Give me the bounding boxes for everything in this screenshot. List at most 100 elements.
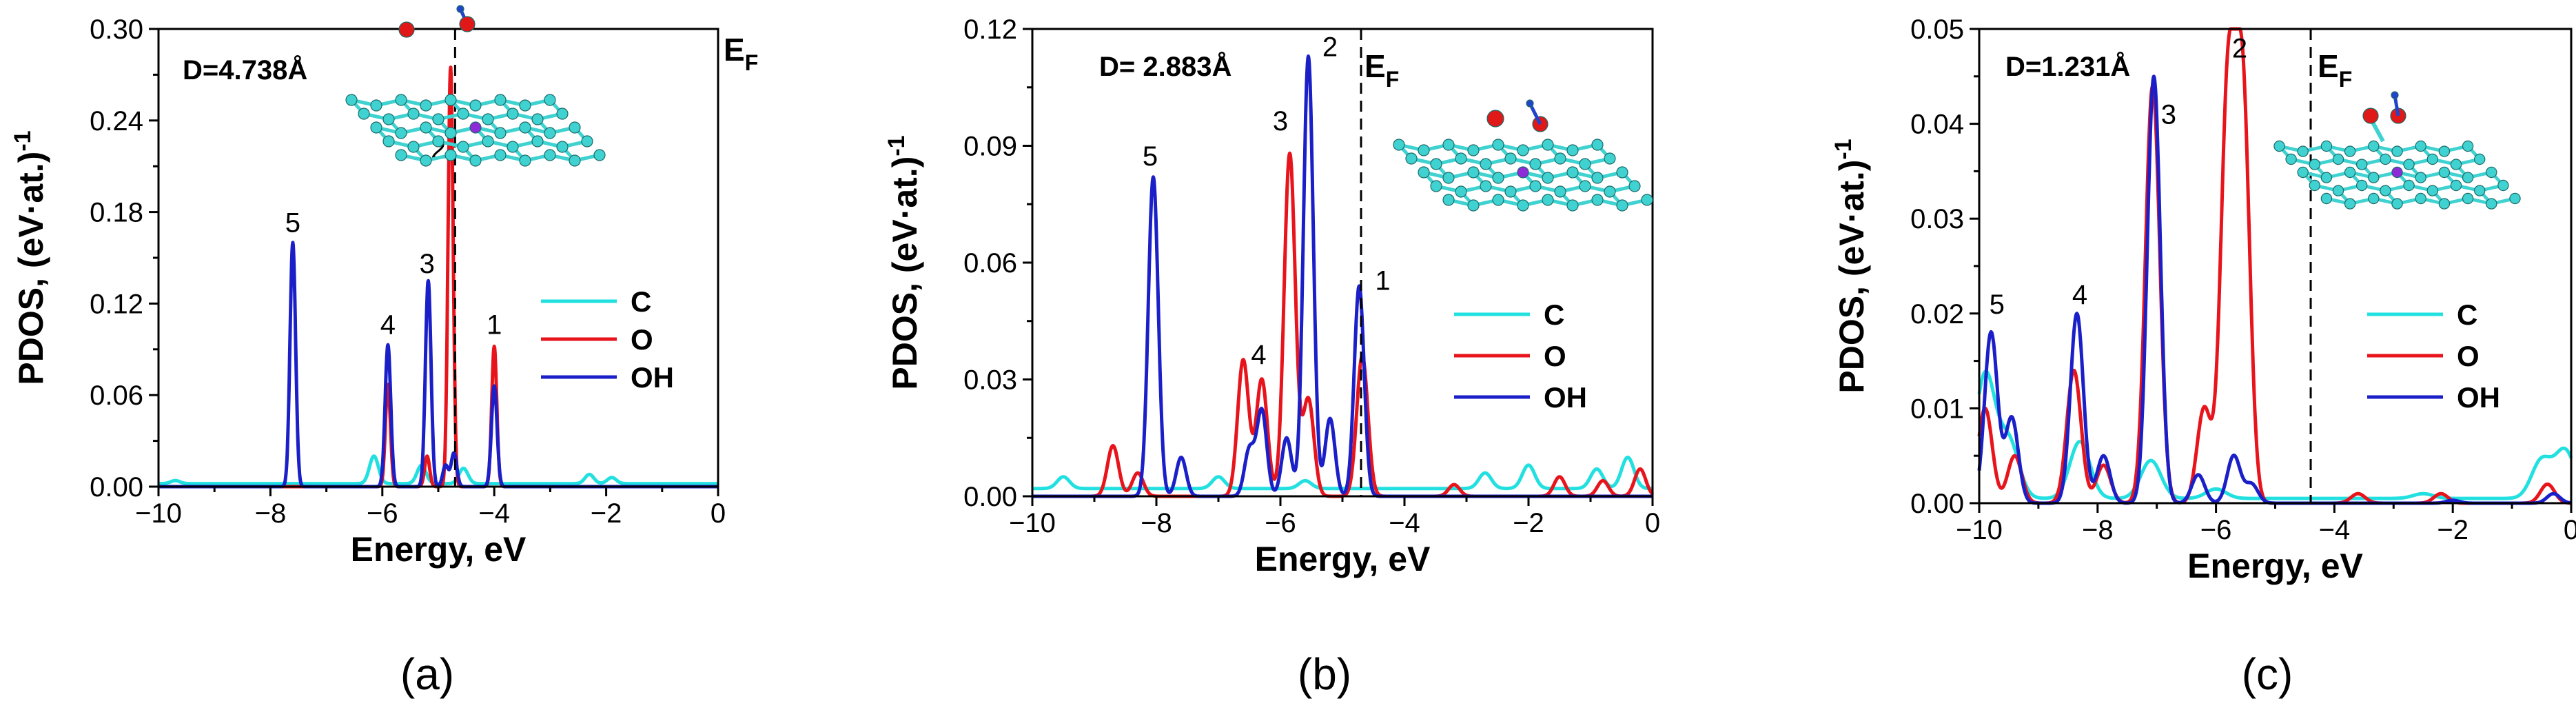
carbon-atom xyxy=(2497,179,2509,192)
carbon-atom xyxy=(569,121,581,134)
carbon-atom xyxy=(1616,199,1628,212)
legend-label-c: C xyxy=(1544,298,1564,331)
y-tick-label: 0.00 xyxy=(1910,489,1964,519)
panel-label: (b) xyxy=(1298,649,1351,699)
metal-atom xyxy=(1517,166,1529,179)
carbon-atom xyxy=(2368,140,2380,152)
carbon-atom xyxy=(2344,198,2356,210)
carbon-atom xyxy=(2344,166,2356,179)
carbon-atom xyxy=(2415,192,2426,205)
carbon-atom xyxy=(1455,185,1467,198)
series-line-c xyxy=(1031,456,1654,491)
carbon-atom xyxy=(1405,152,1418,165)
panel-c: EF −10 −8 −6 −4 −2 0 0.00 0.01 0.02 0.03 0.04 0.05 En… xyxy=(1830,14,2576,699)
carbon-atom xyxy=(2486,198,2497,210)
fermi-label: EF xyxy=(2318,48,2352,92)
carbon-atom xyxy=(507,141,519,153)
peak-label: 1 xyxy=(1375,266,1390,296)
carbon-atom xyxy=(1591,194,1604,206)
carbon-atom xyxy=(531,113,544,125)
carbon-atom xyxy=(1467,144,1480,156)
x-tick-label: 0 xyxy=(711,498,726,529)
carbon-atom xyxy=(1517,144,1529,156)
y-tick-label: 0.12 xyxy=(963,14,1017,45)
carbon-atom xyxy=(1455,152,1467,165)
carbon-atom xyxy=(1504,152,1517,165)
carbon-atom xyxy=(2368,172,2380,183)
y-tick-label: 0.30 xyxy=(90,14,143,45)
carbon-atom xyxy=(407,108,420,120)
carbon-atom xyxy=(2380,153,2391,165)
x-axis-title: Energy, eV xyxy=(1255,540,1431,578)
y-tick-label: 0.24 xyxy=(90,106,143,136)
peak-label: 2 xyxy=(2232,33,2247,63)
carbon-atom xyxy=(420,121,432,134)
y-axis-title-main: PDOS, (eV·at.) xyxy=(1832,160,1871,394)
fermi-label-sub: F xyxy=(1386,67,1400,92)
carbon-atom xyxy=(2273,140,2285,152)
carbon-atom xyxy=(1591,139,1604,151)
carbon-atom xyxy=(2297,166,2309,179)
y-tick-label: 0.03 xyxy=(963,365,1017,396)
series-line-c xyxy=(1977,369,2573,500)
carbon-atom xyxy=(1504,185,1517,198)
x-tick-label: −10 xyxy=(135,498,182,529)
fermi-label-sub: F xyxy=(2339,67,2353,92)
carbon-atom xyxy=(2355,159,2368,170)
fermi-label-main: E xyxy=(2318,48,2339,84)
carbon-atom xyxy=(2332,153,2344,165)
peak-label: 5 xyxy=(1990,290,2005,320)
carbon-atom xyxy=(531,135,544,148)
series-line-c xyxy=(157,454,719,486)
carbon-atom xyxy=(2391,145,2403,157)
legend-label-oh: OH xyxy=(2457,381,2500,414)
carbon-atom xyxy=(494,149,507,161)
carbon-atom xyxy=(519,154,531,167)
panel-label: (c) xyxy=(2242,649,2293,699)
peak-label: 3 xyxy=(2161,100,2176,130)
carbon-atom xyxy=(482,113,494,125)
carbon-atom xyxy=(2309,159,2320,170)
carbon-atom xyxy=(1467,199,1480,212)
carbon-atom xyxy=(2344,145,2356,157)
x-tick-label: −6 xyxy=(1265,508,1296,538)
carbon-atom xyxy=(569,154,581,167)
y-tick-label: 0.18 xyxy=(90,198,143,228)
carbon-atom xyxy=(1430,180,1442,192)
y-axis-title-main: PDOS, (eV·at.) xyxy=(886,156,924,390)
series-line-oh xyxy=(1031,54,1654,498)
carbon-atom xyxy=(444,149,457,161)
y-axis-title: PDOS, (eV·at.)-1 xyxy=(1830,139,1871,393)
carbon-atom xyxy=(1418,166,1430,179)
x-tick-label: −2 xyxy=(1513,508,1544,538)
carbon-atom xyxy=(1566,144,1579,156)
carbon-atom xyxy=(1467,166,1480,179)
y-tick-label: 0.02 xyxy=(1910,299,1964,329)
y-axis-title-exponent: -1 xyxy=(10,130,36,151)
y-tick-label: 0.04 xyxy=(1910,110,1964,140)
y-axis-title-exponent: -1 xyxy=(883,135,910,156)
y-tick-label: 0.03 xyxy=(1910,204,1964,234)
carbon-atom xyxy=(2450,179,2462,192)
metal-atom xyxy=(469,121,482,134)
carbon-atom xyxy=(407,141,420,153)
fermi-label-sub: F xyxy=(745,50,759,75)
carbon-atom xyxy=(2462,172,2474,183)
carbon-atom xyxy=(395,94,407,106)
carbon-atom xyxy=(507,108,519,120)
peak-label: 5 xyxy=(1143,141,1158,172)
y-tick-label: 0.09 xyxy=(963,132,1017,162)
carbon-atom xyxy=(370,121,382,134)
carbon-atom xyxy=(2462,140,2474,152)
carbon-atom xyxy=(457,108,469,120)
legend-label-c: C xyxy=(631,285,651,318)
carbon-atom xyxy=(1554,185,1566,198)
legend-label-oh: OH xyxy=(631,361,674,394)
carbon-atom xyxy=(432,135,444,148)
y-tick-label: 0.00 xyxy=(963,482,1017,512)
carbon-atom xyxy=(1542,139,1554,151)
x-tick-label: −8 xyxy=(255,498,287,529)
carbon-atom xyxy=(2320,140,2333,152)
carbon-atom xyxy=(2403,179,2415,192)
carbon-atom xyxy=(2320,192,2333,205)
